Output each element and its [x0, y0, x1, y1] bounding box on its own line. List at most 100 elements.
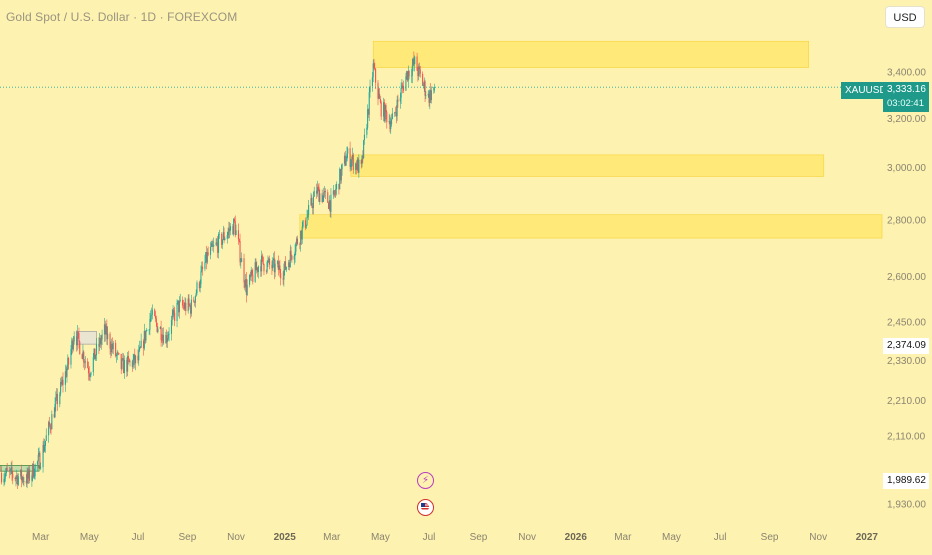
time-axis[interactable]: Mar May Jul Sep Nov 2025 Mar May Jul Sep Nov 2026 Ma…	[32, 532, 878, 543]
candle-body	[257, 266, 259, 273]
candle-body	[95, 343, 98, 356]
candle-body	[178, 300, 180, 313]
candle-body	[244, 282, 246, 288]
candle-body	[23, 480, 25, 482]
candle-body	[28, 469, 31, 481]
candle-body	[262, 256, 264, 264]
x-tick-label: Mar	[323, 532, 341, 543]
zones-layer	[299, 40, 883, 239]
candle-body	[427, 93, 429, 96]
candle-body	[265, 271, 267, 272]
candle-body	[26, 471, 28, 484]
candle-body	[316, 187, 318, 194]
candle-body	[372, 63, 374, 78]
price-level-badge-1989: 1,989.62	[883, 472, 929, 489]
candle-body	[60, 381, 62, 394]
candle-body	[266, 261, 268, 272]
candle-body	[36, 461, 39, 465]
candle-body	[308, 204, 310, 215]
candle-body	[327, 192, 329, 203]
candle-body	[196, 282, 198, 293]
candle-body	[76, 336, 78, 346]
candle-body	[190, 305, 192, 314]
candle-body	[25, 480, 27, 484]
candle-body	[410, 75, 413, 77]
candle-body	[351, 154, 354, 160]
candle-body	[311, 197, 313, 206]
candle-body	[254, 262, 256, 282]
candle-body	[226, 235, 228, 239]
candle-body	[369, 86, 371, 93]
x-tick-label: 2025	[274, 532, 297, 543]
candle-body	[335, 189, 337, 194]
candle-body	[48, 421, 50, 426]
candle-body	[357, 159, 359, 173]
candle-body	[355, 163, 357, 170]
candle-body	[391, 113, 393, 120]
candle-body	[273, 258, 275, 273]
candle-body	[145, 331, 147, 341]
candle-body	[373, 63, 375, 69]
candle-body	[260, 266, 262, 272]
candle-body	[162, 334, 164, 341]
candle-body	[123, 359, 125, 374]
candle-body	[293, 255, 295, 260]
x-tick-label: Jul	[423, 532, 436, 543]
candle-body	[261, 255, 263, 272]
candle-body	[166, 338, 169, 342]
candle-body	[20, 469, 22, 477]
candle-body	[272, 260, 274, 269]
y-tick-label: 2,330.00	[887, 356, 926, 367]
candle-body	[394, 112, 397, 113]
candle-body	[386, 112, 388, 123]
candle-body	[5, 473, 7, 477]
price-level-badge-2374: 2,374.09	[883, 338, 929, 355]
chart-title: Gold Spot / U.S. Dollar · 1D · FOREXCOM	[6, 10, 238, 24]
candle-body	[79, 341, 81, 355]
last-price-badge: 3,333.16 03:02:41	[883, 82, 929, 112]
candle-body	[276, 261, 279, 264]
candle-body	[112, 342, 114, 350]
candle-body	[38, 453, 40, 455]
candle-body	[397, 99, 399, 102]
candle-body	[182, 299, 184, 306]
candle-body	[120, 354, 122, 369]
x-tick-label: Nov	[518, 532, 536, 543]
candle-body	[178, 300, 180, 313]
candle-body	[295, 242, 297, 252]
candle-body	[22, 477, 24, 482]
candle-body	[424, 81, 426, 96]
candle-body	[93, 348, 95, 358]
candle-body	[324, 191, 326, 193]
candle-body	[140, 340, 142, 348]
candle-body	[428, 93, 430, 103]
candle-body	[78, 333, 80, 342]
candle-body	[394, 112, 396, 114]
candle-body	[101, 334, 103, 340]
us-flag-icon[interactable]	[417, 499, 434, 516]
candle-body	[335, 183, 338, 190]
candle-body	[204, 262, 206, 269]
candle-body	[209, 246, 212, 255]
candle-body	[193, 299, 195, 302]
candle-body	[429, 89, 431, 103]
candle-body	[291, 255, 293, 260]
candle-body	[110, 348, 112, 353]
currency-button[interactable]: USD	[885, 6, 925, 28]
candle-body	[383, 102, 385, 121]
candle-body	[187, 298, 189, 312]
candle-body	[241, 258, 243, 262]
price-axis[interactable]: 3,400.00 3,200.00 3,000.00 2,800.00 2,600.00…	[887, 68, 926, 511]
candle-body	[167, 334, 169, 339]
candle-body	[51, 414, 53, 430]
candle-body	[111, 343, 113, 350]
candle-body	[237, 230, 239, 240]
candle-body	[425, 95, 427, 96]
lightning-icon[interactable]: ⚡	[417, 472, 434, 489]
y-tick-label: 3,000.00	[887, 163, 926, 174]
candle-body	[362, 155, 364, 159]
candle-body	[406, 71, 408, 77]
candle-body	[172, 310, 174, 316]
